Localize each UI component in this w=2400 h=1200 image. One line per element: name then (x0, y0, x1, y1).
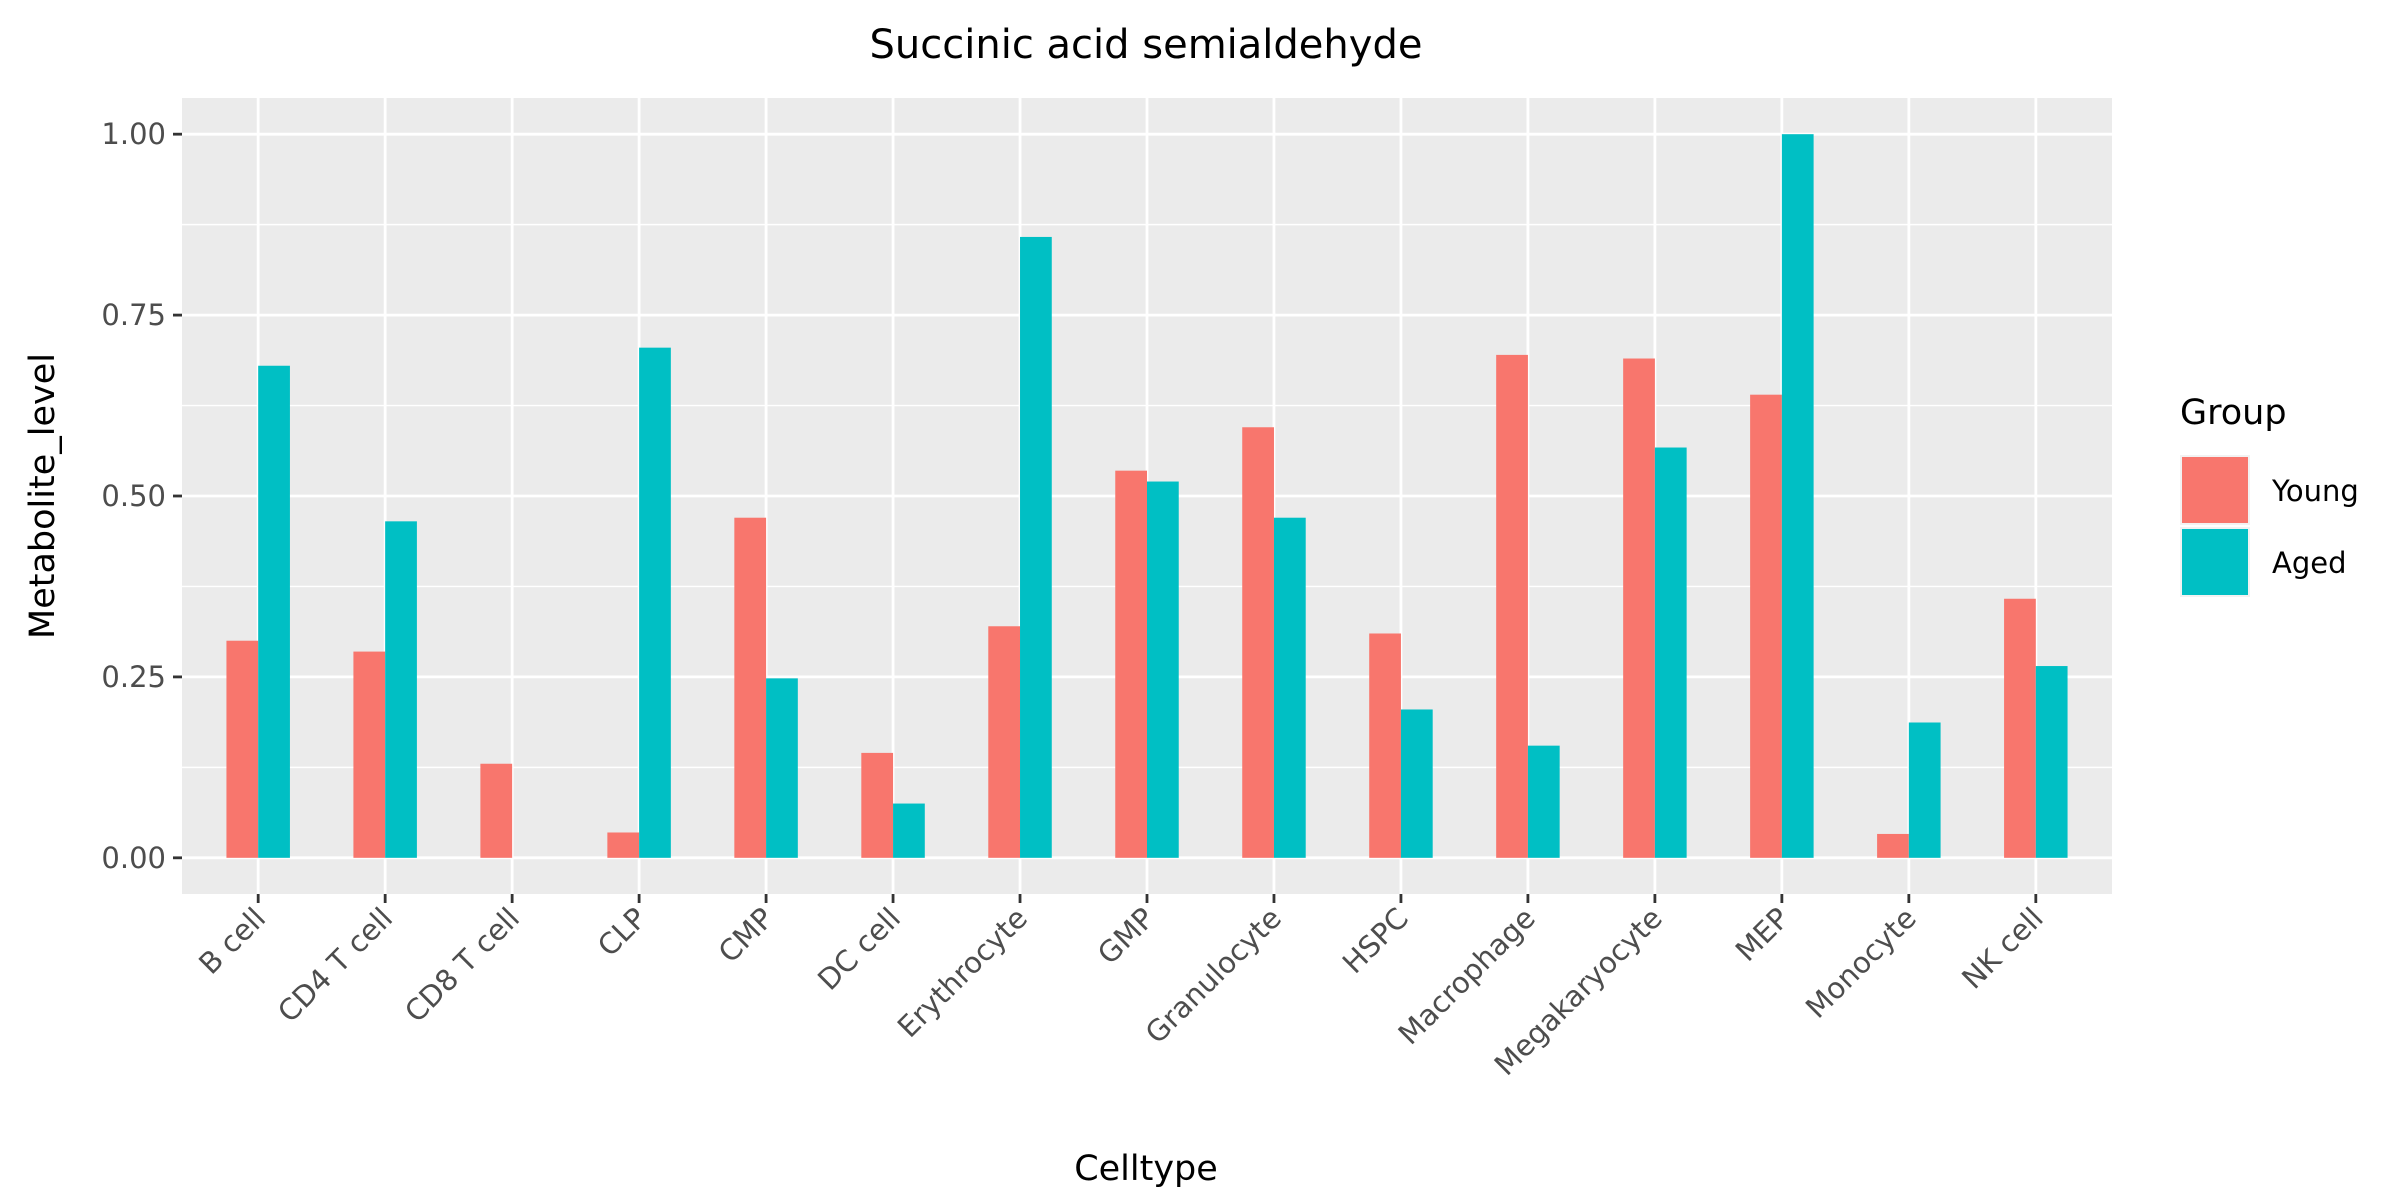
legend-items: Young Aged (2180, 455, 2359, 597)
y-tick-label: 1.00 (101, 117, 166, 151)
bar-young (480, 763, 513, 858)
x-tick-label: B cell (192, 901, 272, 981)
bar-aged (1654, 447, 1687, 858)
y-tick-label: 0.25 (101, 660, 166, 694)
bar-aged (1020, 236, 1052, 858)
x-tick-label: MEP (1729, 901, 1796, 968)
x-tick-label: Granulocyte (1139, 901, 1288, 1050)
legend-swatch (2182, 457, 2248, 523)
bar-aged (385, 521, 417, 858)
bar-young (861, 752, 894, 858)
bars (226, 134, 2068, 858)
x-tick-label: DC cell (811, 901, 907, 997)
x-tick-label: CD8 T cell (398, 901, 526, 1029)
bar-young (1496, 354, 1528, 858)
legend-label: Aged (2272, 546, 2347, 580)
x-tick-label: NK cell (1955, 901, 2050, 996)
bar-aged (1400, 709, 1433, 858)
bar-aged (1527, 745, 1560, 858)
chart-title: Succinic acid semialdehyde (870, 22, 1423, 68)
legend-title: Group (2180, 393, 2287, 433)
bar-young (353, 651, 386, 858)
bar-young (1369, 633, 1401, 858)
bar-young (1750, 394, 1782, 858)
legend: Group Young Aged (2180, 393, 2359, 597)
x-tick-label: Erythrocyte (891, 901, 1034, 1044)
bar-aged (639, 347, 671, 858)
x-tick-label: CLP (591, 901, 653, 963)
y-axis-title: Metabolite_level (23, 353, 63, 639)
bar-aged (258, 365, 290, 858)
y-tick-label: 0.00 (101, 841, 166, 875)
bar-aged (1908, 722, 1941, 858)
x-tick-label: CD4 T cell (271, 901, 399, 1029)
bar-young (1623, 358, 1655, 858)
bar-young (607, 832, 640, 858)
bar-aged (1273, 517, 1306, 858)
bar-aged (2035, 666, 2068, 858)
bar-young (1115, 470, 1147, 858)
bar-aged (1147, 481, 1179, 858)
y-tick-label: 0.75 (101, 298, 166, 332)
bar-aged (1781, 134, 1814, 858)
y-tick-label: 0.50 (101, 479, 166, 513)
legend-label: Young (2271, 474, 2359, 508)
bar-young (734, 517, 767, 858)
bar-young (1877, 833, 1909, 858)
bar-young (2004, 598, 2036, 858)
bar-young (988, 626, 1021, 858)
x-tick-label: HSPC (1336, 901, 1415, 980)
x-tick-label: CMP (712, 901, 780, 969)
bar-aged (766, 678, 798, 858)
x-tick-label: GMP (1091, 901, 1161, 971)
bar-young (1242, 427, 1274, 858)
bar-aged (893, 803, 925, 858)
bar-young (226, 640, 259, 858)
x-tick-label: Monocyte (1799, 901, 1923, 1025)
legend-swatch (2182, 529, 2248, 595)
x-axis-title: Celltype (1074, 1149, 1218, 1189)
